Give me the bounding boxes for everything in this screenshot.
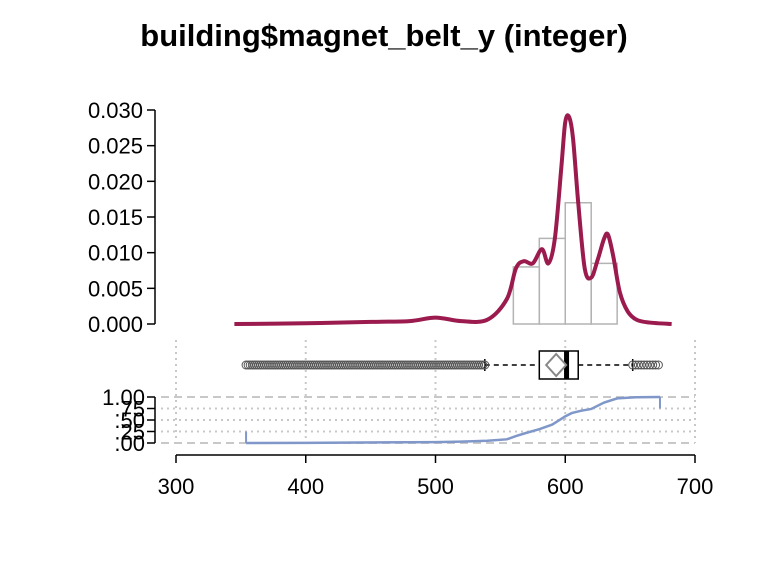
ecdf-y-tick-label: .75: [114, 397, 145, 422]
density-y-tick-label: 0.015: [88, 205, 143, 230]
outlier-point: [628, 360, 638, 370]
x-tick-label: 600: [547, 474, 584, 499]
density-curve: [234, 113, 672, 326]
outlier-point: [651, 360, 661, 370]
outlier-point: [636, 360, 646, 370]
axes-layer: 0.000 0.005 0.010 0.015 0.020 0.025 0.030 .00.2…: [88, 98, 713, 499]
outlier-point: [480, 360, 490, 370]
density-y-tick-label: 0.010: [88, 241, 143, 266]
outlier-point: [631, 360, 641, 370]
outlier-point: [478, 360, 488, 370]
density-y-tick-label: 0.020: [88, 169, 143, 194]
density-y-tick-label: 0.025: [88, 134, 143, 159]
outlier-point: [648, 360, 658, 370]
outlier-point: [474, 360, 484, 370]
histogram-bar: [512, 266, 541, 325]
ecdf-y-tick-label: 1.00: [102, 385, 145, 410]
density-layer: [234, 113, 672, 326]
outlier-point: [653, 360, 663, 370]
ecdf-y-tick-label: .50: [114, 408, 145, 433]
outlier-point: [645, 360, 655, 370]
x-tick-label: 300: [158, 474, 195, 499]
outlier-point: [633, 360, 643, 370]
box-mean-diamond: [544, 352, 568, 378]
density-y-tick-label: 0.000: [88, 312, 143, 337]
outlier-point: [639, 360, 649, 370]
ecdf-line: [246, 395, 660, 445]
x-tick-label: 500: [417, 474, 454, 499]
density-y-tick-label: 0.030: [88, 98, 143, 123]
grid-layer: [161, 340, 696, 444]
ecdf-y-tick-label: .25: [114, 420, 145, 445]
x-tick-label: 400: [287, 474, 324, 499]
ecdf-y-tick-label: .00: [114, 431, 145, 456]
chart-title: building$magnet_belt_y (integer): [140, 18, 628, 53]
x-tick-label: 700: [677, 474, 714, 499]
boxplot-layer: [241, 350, 663, 380]
outlier-point: [642, 360, 652, 370]
histogram-layer: [512, 201, 618, 325]
ecdf-layer: [245, 395, 661, 445]
outlier-point: [476, 360, 486, 370]
histogram-bar: [590, 262, 618, 325]
density-y-tick-label: 0.005: [88, 276, 143, 301]
